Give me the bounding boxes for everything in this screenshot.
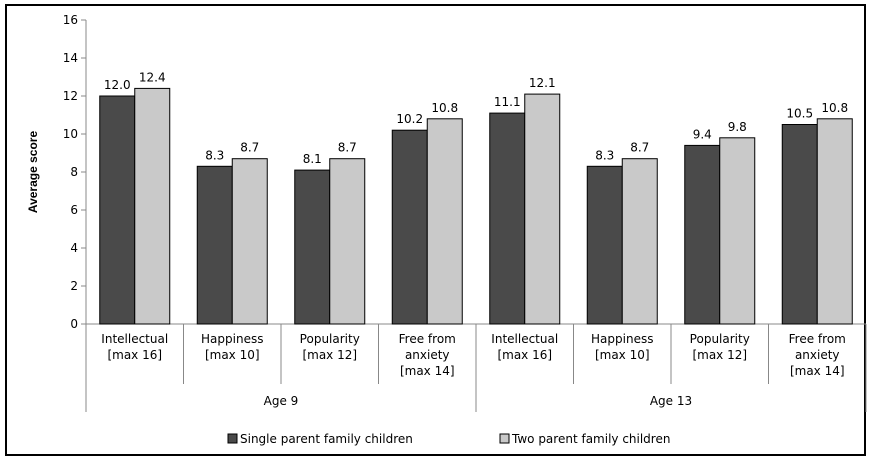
- data-label: 9.4: [693, 127, 712, 141]
- bar-two-parent: [816, 118, 853, 325]
- y-tick-label: 4: [70, 241, 78, 255]
- bar-single-parent: [294, 169, 331, 325]
- data-label: 8.3: [595, 148, 614, 162]
- x-category-label: [max 10]: [595, 348, 650, 362]
- bar-two-parent: [524, 93, 561, 325]
- bar-single-parent: [99, 95, 136, 325]
- data-label: 8.1: [303, 152, 322, 166]
- data-label: 8.3: [205, 148, 224, 162]
- data-label: 10.2: [396, 112, 423, 126]
- data-label: 8.7: [240, 141, 259, 155]
- y-tick-label: 8: [70, 165, 78, 179]
- x-category-label: [max 16]: [497, 348, 552, 362]
- x-category-label: [max 10]: [205, 348, 260, 362]
- legend-label-single-parent: Single parent family children: [240, 432, 413, 446]
- x-category-label: Free from: [399, 332, 456, 346]
- legend-label-two-parent: Two parent family children: [511, 432, 670, 446]
- bar-two-parent: [329, 158, 366, 325]
- y-tick-label: 0: [70, 317, 78, 331]
- bar-single-parent: [391, 129, 428, 325]
- y-tick-label: 14: [63, 51, 78, 65]
- y-tick-label: 6: [70, 203, 78, 217]
- y-tick-label: 16: [63, 13, 78, 27]
- x-category-label: [max 12]: [692, 348, 747, 362]
- bar-two-parent: [426, 118, 463, 325]
- x-category-label: [max 14]: [790, 364, 845, 378]
- data-label: 10.5: [786, 107, 813, 121]
- bar-two-parent: [134, 87, 171, 325]
- legend-swatch-single-parent: [227, 433, 238, 444]
- data-label: 12.1: [529, 76, 556, 90]
- data-label: 12.0: [104, 78, 131, 92]
- x-category-label: Intellectual: [101, 332, 168, 346]
- x-category-label: [max 16]: [107, 348, 162, 362]
- data-label: 10.8: [431, 101, 458, 115]
- x-group-label: Age 9: [264, 394, 299, 408]
- data-label: 11.1: [494, 95, 521, 109]
- legend-swatch-two-parent: [499, 433, 510, 444]
- bar-single-parent: [196, 165, 233, 325]
- bar-two-parent: [719, 137, 756, 325]
- y-tick-label: 12: [63, 89, 78, 103]
- bar-two-parent: [621, 158, 658, 325]
- y-tick-label: 10: [63, 127, 78, 141]
- data-label: 12.4: [139, 70, 166, 84]
- x-group-label: Age 13: [650, 394, 692, 408]
- data-label: 8.7: [338, 141, 357, 155]
- bar-single-parent: [781, 124, 818, 325]
- x-category-label: anxiety: [795, 348, 840, 362]
- x-category-label: Popularity: [300, 332, 360, 346]
- bar-single-parent: [586, 165, 623, 325]
- x-category-label: [max 12]: [302, 348, 357, 362]
- bar-single-parent: [684, 144, 721, 325]
- x-category-label: Intellectual: [491, 332, 558, 346]
- x-category-label: Free from: [789, 332, 846, 346]
- bar-two-parent: [231, 158, 268, 325]
- data-label: 10.8: [821, 101, 848, 115]
- data-label: 8.7: [630, 141, 649, 155]
- y-tick-label: 2: [70, 279, 78, 293]
- data-label: 9.8: [728, 120, 747, 134]
- x-category-label: Happiness: [201, 332, 263, 346]
- x-category-label: [max 14]: [400, 364, 455, 378]
- y-axis-title: Average score: [26, 131, 40, 214]
- x-category-label: Popularity: [690, 332, 750, 346]
- x-category-label: anxiety: [405, 348, 450, 362]
- bar-single-parent: [489, 112, 526, 325]
- x-category-label: Happiness: [591, 332, 653, 346]
